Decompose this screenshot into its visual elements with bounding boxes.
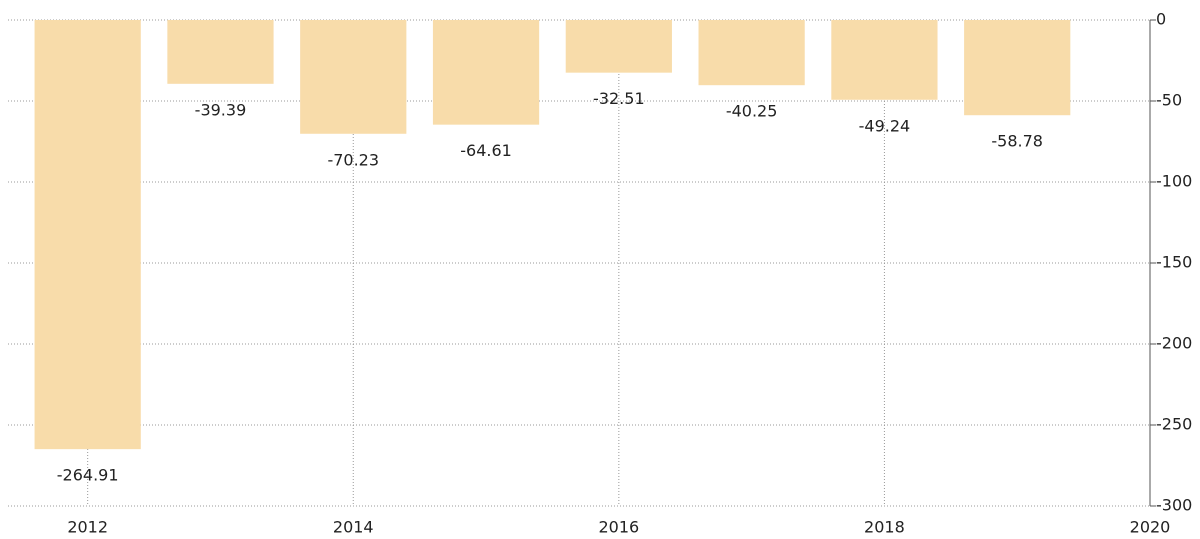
bar	[565, 20, 672, 73]
bar	[698, 20, 805, 86]
y-tick-label: -50	[1156, 91, 1182, 110]
bar	[831, 20, 938, 100]
value-label: -64.61	[460, 141, 512, 160]
y-tick-label: -300	[1156, 496, 1192, 515]
x-tick-label: 2012	[67, 518, 108, 537]
y-tick-label: -200	[1156, 334, 1192, 353]
value-label: -39.39	[195, 100, 247, 119]
x-tick-label: 2016	[598, 518, 639, 537]
bar	[964, 20, 1071, 116]
value-label: -58.78	[991, 132, 1043, 151]
x-tick-label: 2018	[864, 518, 905, 537]
value-label: -32.51	[593, 89, 645, 108]
y-tick-label: -150	[1156, 253, 1192, 272]
value-label: -264.91	[57, 466, 119, 485]
value-label: -40.25	[726, 102, 778, 121]
bar	[34, 20, 141, 450]
y-tick-label: -100	[1156, 172, 1192, 191]
bar	[167, 20, 274, 84]
value-label: -49.24	[859, 116, 911, 135]
bar	[300, 20, 407, 134]
value-label: -70.23	[327, 150, 379, 169]
y-tick-label: 0	[1156, 10, 1166, 29]
x-tick-label: 2020	[1130, 518, 1171, 537]
bar	[432, 20, 540, 125]
x-tick-label: 2014	[333, 518, 374, 537]
y-tick-label: -250	[1156, 415, 1192, 434]
